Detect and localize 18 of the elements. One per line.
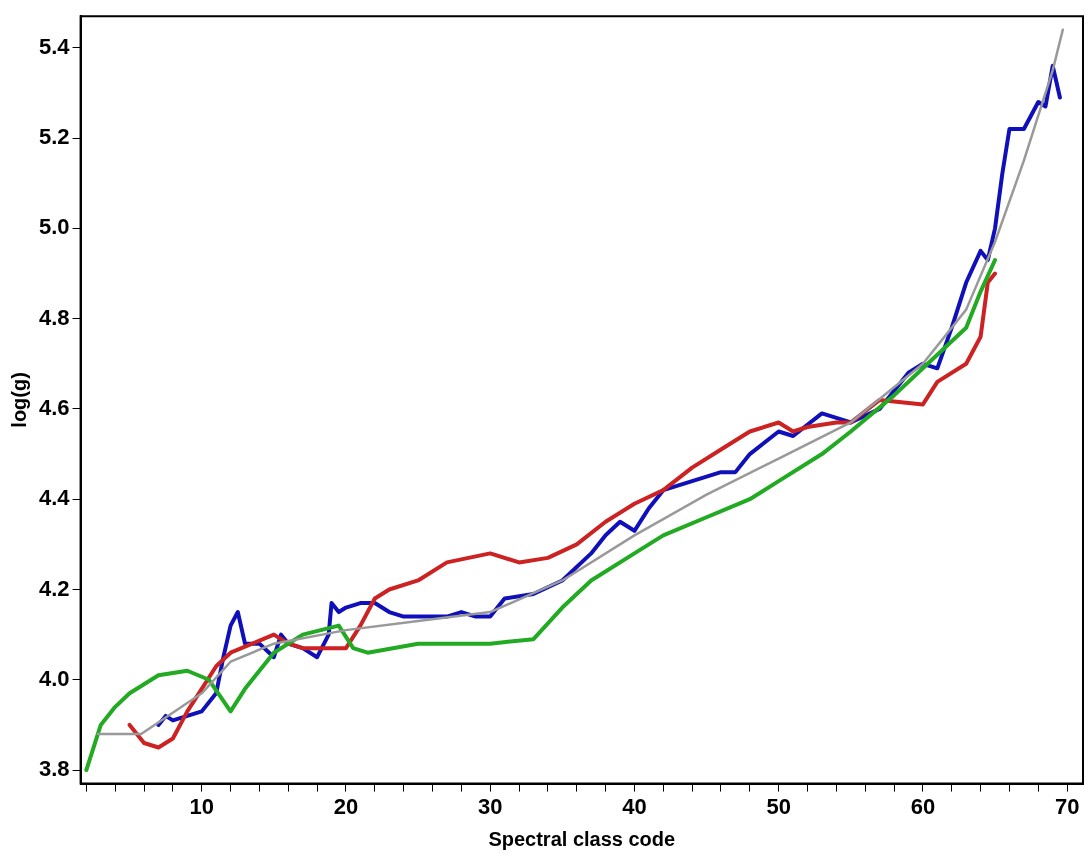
y-axis-title: log(g)	[7, 372, 30, 428]
x-tick-label: 40	[622, 793, 647, 819]
x-tick-label: 50	[766, 793, 791, 819]
x-tick-label: 70	[1054, 793, 1080, 819]
y-tick-label: 4.0	[38, 665, 70, 691]
x-tick-label: 30	[477, 793, 503, 819]
x-axis-title: Spectral class code	[488, 827, 676, 850]
y-tick-label: 4.2	[38, 575, 70, 601]
x-tick-label: 20	[333, 793, 359, 819]
y-tick-label: 5.4	[38, 33, 71, 59]
y-tick-label: 4.4	[38, 485, 71, 511]
x-tick-label: 60	[910, 793, 936, 819]
y-tick-label: 4.8	[38, 304, 70, 330]
x-tick-label: 10	[189, 793, 214, 819]
y-tick-label: 5.0	[38, 214, 70, 240]
y-tick-label: 3.8	[38, 756, 70, 782]
y-tick-label: 5.2	[38, 124, 70, 150]
y-tick-label: 4.6	[38, 394, 70, 420]
